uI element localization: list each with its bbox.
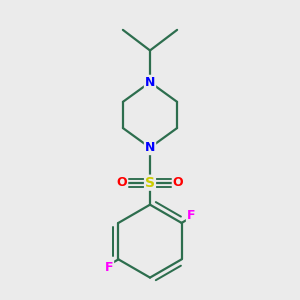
Text: F: F [187, 209, 195, 222]
Text: S: S [145, 176, 155, 190]
Text: F: F [105, 260, 113, 274]
Text: N: N [145, 76, 155, 89]
Text: O: O [173, 176, 183, 189]
Text: N: N [145, 141, 155, 154]
Text: O: O [117, 176, 127, 189]
